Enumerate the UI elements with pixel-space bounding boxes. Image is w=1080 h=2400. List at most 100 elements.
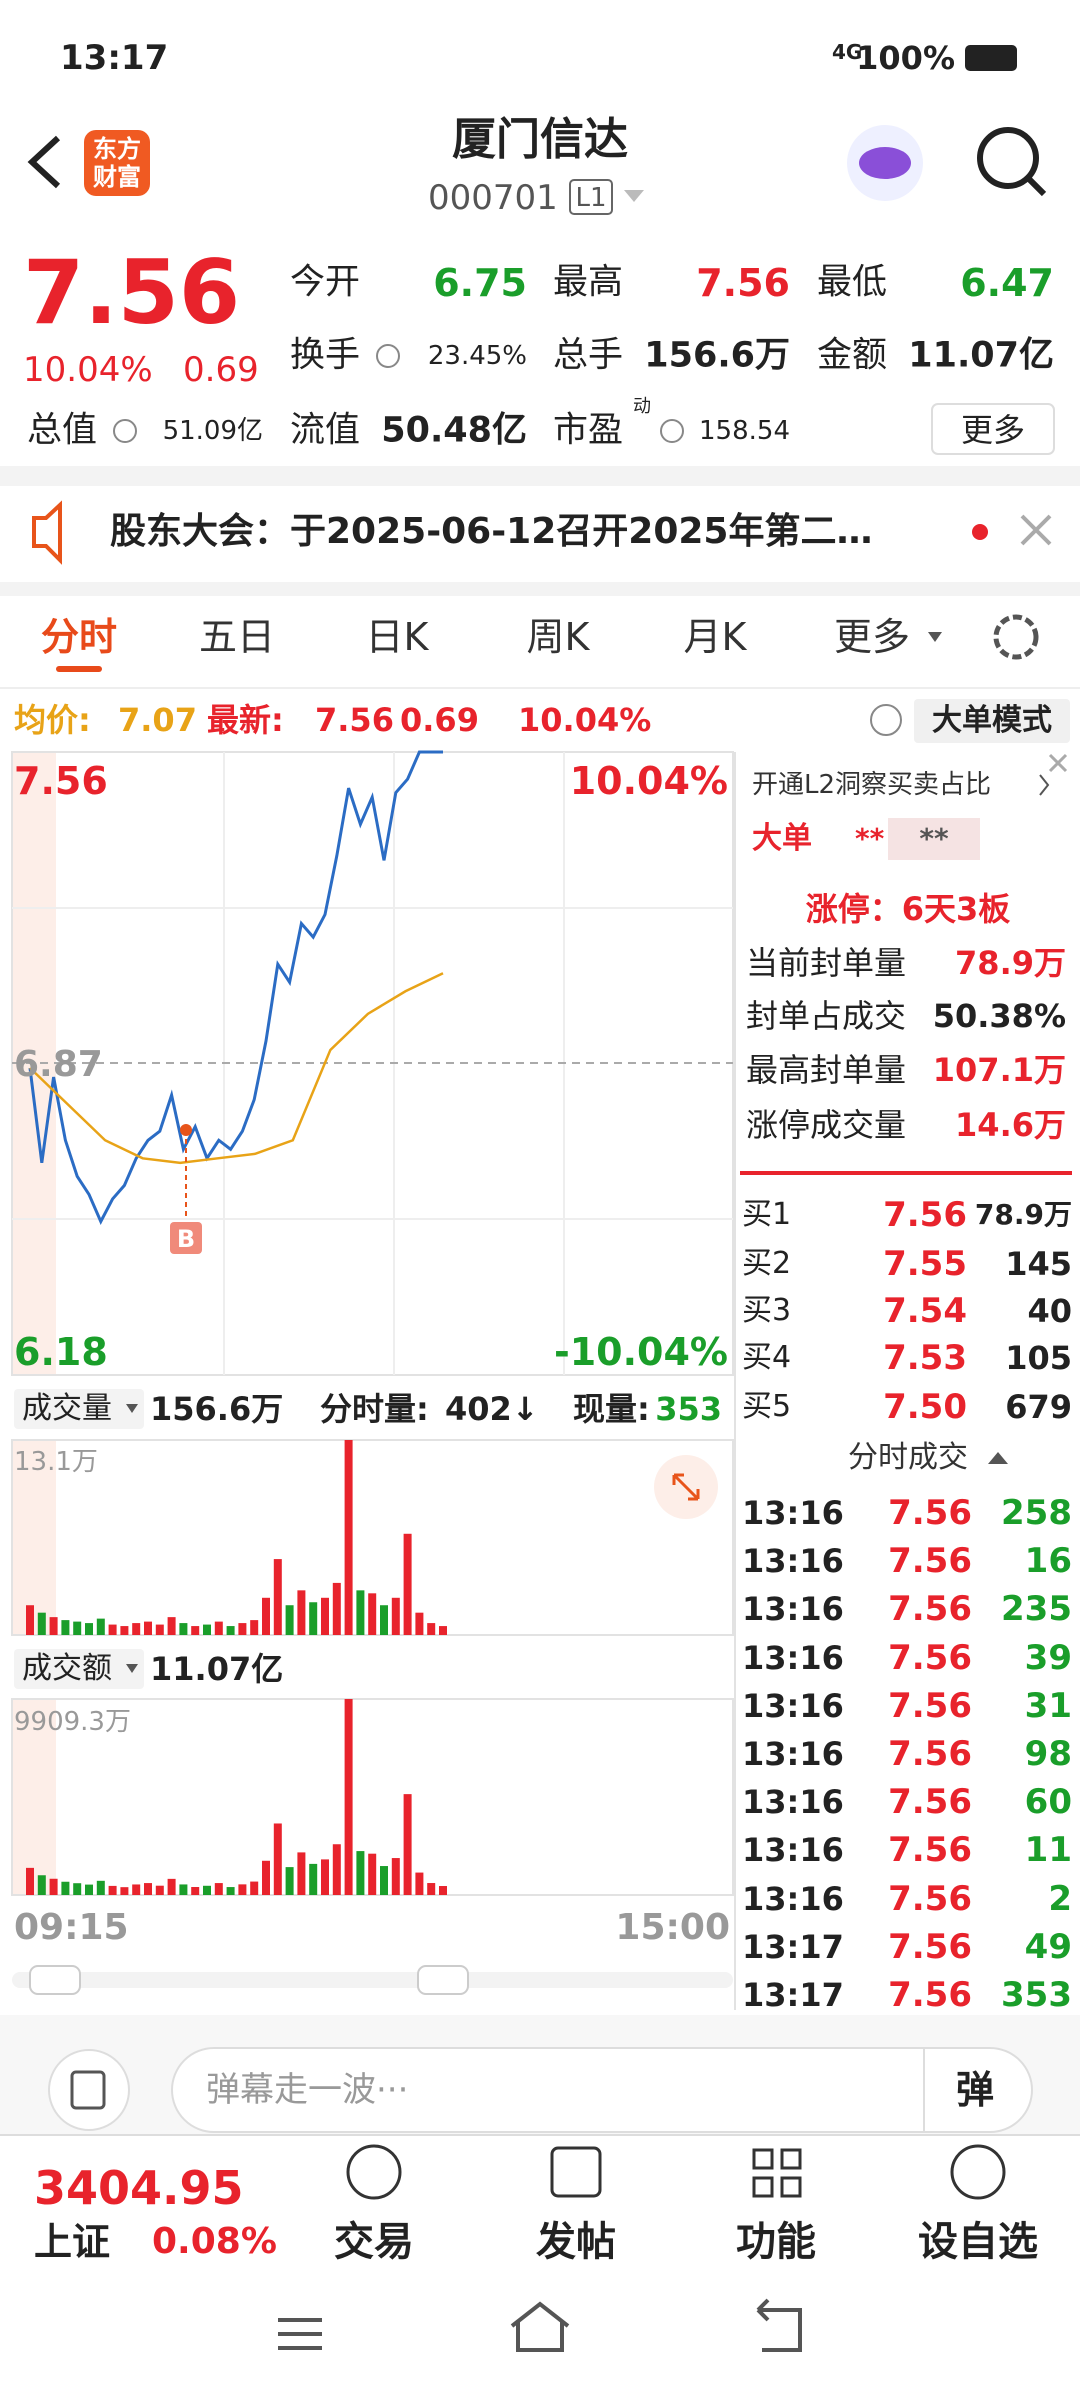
trade-volume: 31 bbox=[1024, 1685, 1072, 1726]
tab[interactable]: 五日 bbox=[198, 615, 276, 659]
watchlist-icon[interactable] bbox=[950, 2144, 1006, 2200]
more-button[interactable] bbox=[931, 403, 1055, 455]
info-icon[interactable] bbox=[376, 344, 400, 368]
bar bbox=[321, 1859, 329, 1895]
change: 0.69 bbox=[183, 350, 259, 390]
tab[interactable]: 月K bbox=[683, 615, 747, 659]
trade-time: 13:16 bbox=[742, 1590, 844, 1629]
trade-price: 7.56 bbox=[888, 1878, 972, 1919]
slider-track bbox=[12, 1972, 733, 1988]
trade-time: 13:16 bbox=[742, 1542, 844, 1581]
bar bbox=[273, 1559, 282, 1635]
danmu-button[interactable]: 弹 bbox=[955, 2068, 995, 2112]
close-panel[interactable] bbox=[1048, 753, 1068, 773]
help-icon[interactable] bbox=[870, 704, 902, 736]
bar bbox=[309, 1602, 318, 1635]
stat-label: 总值 bbox=[27, 410, 98, 451]
bar bbox=[439, 1886, 447, 1895]
info-icon[interactable] bbox=[113, 419, 137, 443]
trade-price: 7.56 bbox=[888, 1782, 972, 1823]
settings-button[interactable] bbox=[993, 614, 1039, 660]
bar bbox=[85, 1623, 93, 1635]
bar bbox=[203, 1885, 211, 1895]
nav-item[interactable]: 发帖 bbox=[536, 2219, 616, 2265]
sort-icon[interactable] bbox=[988, 1452, 1008, 1464]
info-icon[interactable] bbox=[660, 419, 684, 443]
trade-volume: 353 bbox=[1001, 1975, 1072, 2015]
slider-handle[interactable] bbox=[417, 1965, 469, 1995]
trade-price: 7.56 bbox=[888, 1541, 972, 1582]
trade-price: 7.56 bbox=[888, 1975, 972, 2015]
nav-item[interactable]: 功能 bbox=[736, 2219, 816, 2265]
book-price: 7.54 bbox=[883, 1291, 967, 1331]
clock: 13:17 bbox=[60, 38, 169, 78]
y-min: 6.18 bbox=[14, 1330, 108, 1374]
search-button[interactable] bbox=[977, 127, 1039, 189]
trade-icon[interactable] bbox=[346, 2144, 402, 2200]
slider-handle[interactable] bbox=[29, 1965, 81, 1995]
tab[interactable]: 更多 bbox=[833, 615, 911, 659]
tab[interactable]: 周K bbox=[526, 615, 590, 659]
stat-value: 50.48亿 bbox=[381, 410, 527, 451]
nav-item[interactable]: 交易 bbox=[334, 2219, 414, 2265]
bar bbox=[73, 1883, 82, 1895]
stat-value: 158.54 bbox=[699, 416, 790, 446]
back-key[interactable] bbox=[756, 2298, 802, 2352]
seal-value: 14.6万 bbox=[955, 1106, 1066, 1144]
amount-max: 9909.3万 bbox=[14, 1707, 131, 1737]
chart-frame bbox=[11, 751, 734, 1376]
now-value: 353 bbox=[655, 1390, 722, 1428]
function-icon[interactable] bbox=[752, 2148, 802, 2198]
tab[interactable]: 日K bbox=[365, 615, 429, 659]
trade-time: 13:16 bbox=[742, 1735, 844, 1773]
price: 7.56 bbox=[23, 241, 241, 344]
y-max-pct: 10.04% bbox=[569, 759, 728, 803]
tab[interactable]: 分时 bbox=[40, 615, 118, 659]
bar bbox=[96, 1618, 105, 1635]
auction-band bbox=[12, 1440, 56, 1635]
more-button[interactable]: 更多 bbox=[960, 411, 1026, 449]
trade-volume: 11 bbox=[1024, 1830, 1072, 1871]
bar bbox=[179, 1884, 188, 1895]
l2-link[interactable]: 开通L2洞察买卖占比 bbox=[752, 770, 992, 800]
avg-label: 均价: bbox=[14, 701, 91, 739]
seal-label: 最高封单量 bbox=[746, 1051, 907, 1089]
comment-input[interactable] bbox=[171, 2047, 1033, 2133]
book-label: 买3 bbox=[742, 1293, 792, 1328]
chevron[interactable] bbox=[1039, 774, 1050, 796]
amount-selector[interactable] bbox=[14, 1649, 144, 1689]
y-min-pct: -10.04% bbox=[553, 1330, 728, 1374]
home-key[interactable] bbox=[510, 2301, 570, 2352]
bar bbox=[238, 1884, 247, 1895]
post-icon[interactable] bbox=[550, 2146, 602, 2198]
mode-button[interactable]: 大单模式 bbox=[932, 703, 1052, 738]
bar bbox=[368, 1593, 377, 1635]
volume-label[interactable]: 成交量 bbox=[22, 1391, 112, 1426]
avg-value: 7.07 bbox=[118, 701, 197, 739]
stat-label: 换手 bbox=[290, 335, 361, 376]
bar bbox=[238, 1623, 247, 1635]
amount-label[interactable]: 成交额 bbox=[22, 1651, 112, 1686]
big-order-buy: ** bbox=[855, 822, 885, 855]
bar bbox=[132, 1623, 141, 1635]
bar bbox=[368, 1853, 377, 1895]
back-button[interactable] bbox=[27, 135, 61, 189]
bar bbox=[415, 1612, 424, 1635]
close-notice[interactable] bbox=[1020, 514, 1052, 546]
bar bbox=[356, 1590, 365, 1635]
time-end: 15:00 bbox=[615, 1907, 730, 1948]
trade-volume: 16 bbox=[1024, 1541, 1072, 1582]
volume-selector[interactable] bbox=[14, 1389, 144, 1429]
avg-line bbox=[29, 972, 444, 1165]
unread-dot bbox=[972, 524, 988, 540]
dropdown[interactable] bbox=[624, 190, 644, 202]
book-volume: 40 bbox=[1027, 1292, 1072, 1330]
nav-item[interactable]: 设自选 bbox=[918, 2219, 1038, 2265]
mode-button[interactable] bbox=[914, 699, 1070, 743]
menu-key[interactable] bbox=[278, 2318, 322, 2350]
book-volume: 105 bbox=[1005, 1339, 1072, 1377]
battery bbox=[965, 45, 1017, 71]
stat-superscript: 动 bbox=[633, 396, 651, 417]
note-button[interactable] bbox=[48, 2049, 130, 2131]
book-label: 买5 bbox=[742, 1389, 792, 1424]
